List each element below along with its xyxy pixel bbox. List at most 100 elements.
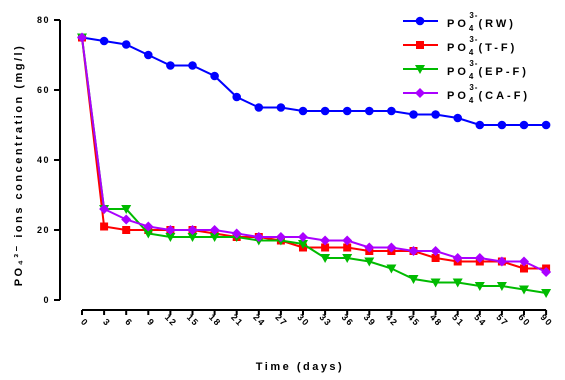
x-tick-label: 30	[295, 312, 311, 328]
data-point	[519, 285, 529, 295]
data-point	[541, 267, 552, 277]
data-point	[143, 229, 154, 239]
x-tick-label: 48	[428, 312, 444, 328]
data-point	[496, 256, 507, 267]
data-point	[430, 246, 441, 256]
data-point	[408, 275, 419, 284]
x-tick-label: 15	[185, 312, 201, 328]
y-tick-label: 0	[43, 295, 50, 305]
legend-marker	[416, 41, 424, 49]
series-layer	[77, 32, 552, 298]
data-point	[431, 254, 440, 262]
x-tick-label: 60	[516, 312, 532, 328]
data-point	[100, 222, 109, 231]
data-point	[474, 282, 485, 291]
data-point	[320, 254, 331, 263]
series-0	[77, 33, 551, 130]
legend-marker	[415, 88, 425, 98]
x-tick-label: 27	[273, 312, 289, 328]
data-point	[364, 257, 375, 267]
data-point	[231, 228, 242, 239]
y-tick-label: 40	[37, 155, 50, 165]
data-point	[166, 61, 175, 70]
x-tick-label: 42	[384, 312, 400, 328]
data-point	[143, 221, 154, 232]
data-point	[386, 264, 397, 274]
legend: PO43-(RW)PO43-(T-F)PO43-(EP-F)PO43-(CA-F…	[403, 11, 530, 105]
data-point	[519, 256, 529, 267]
data-point	[77, 32, 87, 43]
data-point	[121, 205, 132, 214]
data-point	[187, 233, 198, 242]
y-tick-label: 20	[37, 225, 50, 235]
x-tick-label: 24	[251, 312, 267, 328]
legend-item: PO43-(T-F)	[403, 35, 517, 57]
series-line	[81, 37, 547, 270]
x-tick-label: 3	[101, 317, 113, 329]
legend-marker	[415, 16, 425, 26]
series-line	[81, 37, 547, 294]
x-tick-label: 21	[229, 312, 245, 328]
x-tick-label: 33	[317, 312, 333, 328]
series-line	[81, 36, 547, 126]
data-point	[209, 233, 220, 242]
data-point	[298, 232, 308, 242]
data-point	[298, 240, 308, 249]
legend-label: PO43-(EP-F)	[447, 59, 529, 81]
data-point	[342, 106, 352, 116]
data-point	[165, 233, 176, 242]
data-point	[342, 254, 353, 263]
data-point	[232, 92, 241, 102]
legend-item: PO43-(CA-F)	[403, 83, 530, 105]
x-tick-label: 6	[123, 317, 135, 329]
data-point	[408, 246, 419, 256]
data-point	[99, 204, 110, 214]
y-tick-label: 80	[37, 15, 50, 25]
data-point	[254, 103, 264, 112]
legend-marker	[415, 65, 425, 74]
data-point	[320, 235, 331, 246]
data-point	[210, 71, 219, 81]
data-point	[386, 242, 397, 253]
data-point	[520, 264, 528, 273]
data-point	[342, 235, 353, 246]
x-tick-label: 0	[79, 317, 91, 329]
data-point	[431, 110, 440, 119]
series-line	[81, 37, 547, 273]
x-tick-label: 12	[163, 312, 179, 328]
x-tick-label: 54	[472, 312, 488, 328]
data-point	[144, 50, 153, 60]
x-tick-label: 90	[538, 312, 554, 328]
data-point	[99, 36, 109, 46]
data-point	[321, 243, 330, 252]
y-tick-label: 60	[37, 85, 50, 95]
x-axis-title: Time (days)	[256, 361, 344, 373]
data-point	[474, 253, 485, 263]
data-point	[452, 253, 463, 263]
legend-label: PO43-(CA-F)	[447, 83, 530, 105]
x-tick-label: 39	[362, 312, 378, 328]
data-point	[209, 225, 220, 235]
data-point	[364, 242, 375, 253]
data-point	[253, 232, 264, 242]
x-tick-label: 45	[406, 312, 422, 328]
legend-label: PO43-(T-F)	[447, 35, 517, 57]
data-point	[298, 106, 308, 116]
x-tick-label: 36	[340, 312, 356, 328]
data-point	[453, 113, 463, 123]
data-point	[496, 282, 507, 291]
data-point	[165, 225, 176, 235]
data-point	[275, 232, 286, 242]
series-3	[77, 32, 552, 277]
data-point	[343, 243, 352, 252]
data-point	[497, 120, 507, 130]
data-point	[452, 278, 463, 288]
data-point	[409, 110, 418, 119]
data-point	[519, 120, 529, 130]
data-point	[187, 225, 198, 235]
data-point	[320, 106, 330, 116]
x-tick-label: 51	[450, 312, 466, 328]
data-point	[475, 120, 485, 130]
y-axis-title: PO₄³⁻ ions concentration (mg/l)	[13, 44, 25, 287]
